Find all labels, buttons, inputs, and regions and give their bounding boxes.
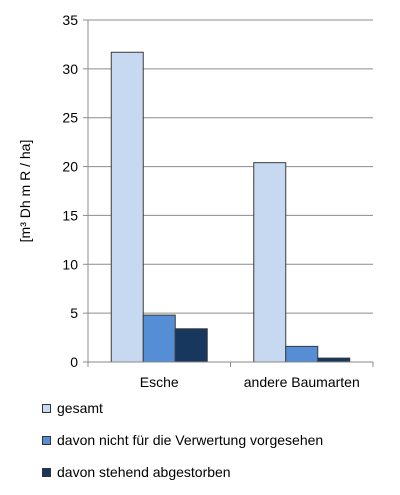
- legend-item: davon stehend abgestorben: [42, 464, 231, 480]
- legend-swatch: [42, 403, 51, 413]
- y-tick-label: 30: [62, 61, 78, 77]
- y-axis-title: [m³ Dh m R / ha]: [17, 140, 33, 243]
- bar-0-1: [253, 162, 287, 363]
- legend-swatch: [42, 435, 51, 445]
- bars: [87, 51, 374, 367]
- legend-item: davon nicht für die Verwertung vorgesehe…: [42, 432, 323, 448]
- x-axis-labels: Esche andere Baumarten: [140, 374, 360, 390]
- bar-chart: 0 5 10 15 20 25 30 35 Esche andere Baumarten [m³…: [17, 12, 374, 390]
- legend-label: davon nicht für die Verwertung vorgesehe…: [57, 432, 324, 448]
- y-tick-label: 35: [62, 12, 78, 28]
- y-tick-label: 20: [62, 159, 78, 175]
- y-axis-ticks: 0 5 10 15 20 25 30 35: [62, 12, 78, 370]
- y-tick-label: 15: [62, 207, 78, 223]
- y-tick-label: 25: [62, 110, 78, 126]
- bar-1-0: [142, 314, 176, 363]
- y-tick-label: 10: [62, 256, 78, 272]
- bar-1-1: [285, 345, 319, 363]
- x-category-label: andere Baumarten: [244, 374, 360, 390]
- bar-2-1: [317, 357, 351, 363]
- legend-swatch: [42, 467, 51, 477]
- y-tick-label: 5: [70, 305, 78, 321]
- y-tick-label: 0: [70, 354, 78, 370]
- bar-2-0: [174, 328, 208, 363]
- bar-0-0: [110, 51, 144, 363]
- x-category-label: Esche: [140, 374, 179, 390]
- legend-item: gesamt: [42, 400, 103, 416]
- legend-label: davon stehend abgestorben: [57, 464, 231, 480]
- legend-label: gesamt: [57, 400, 103, 416]
